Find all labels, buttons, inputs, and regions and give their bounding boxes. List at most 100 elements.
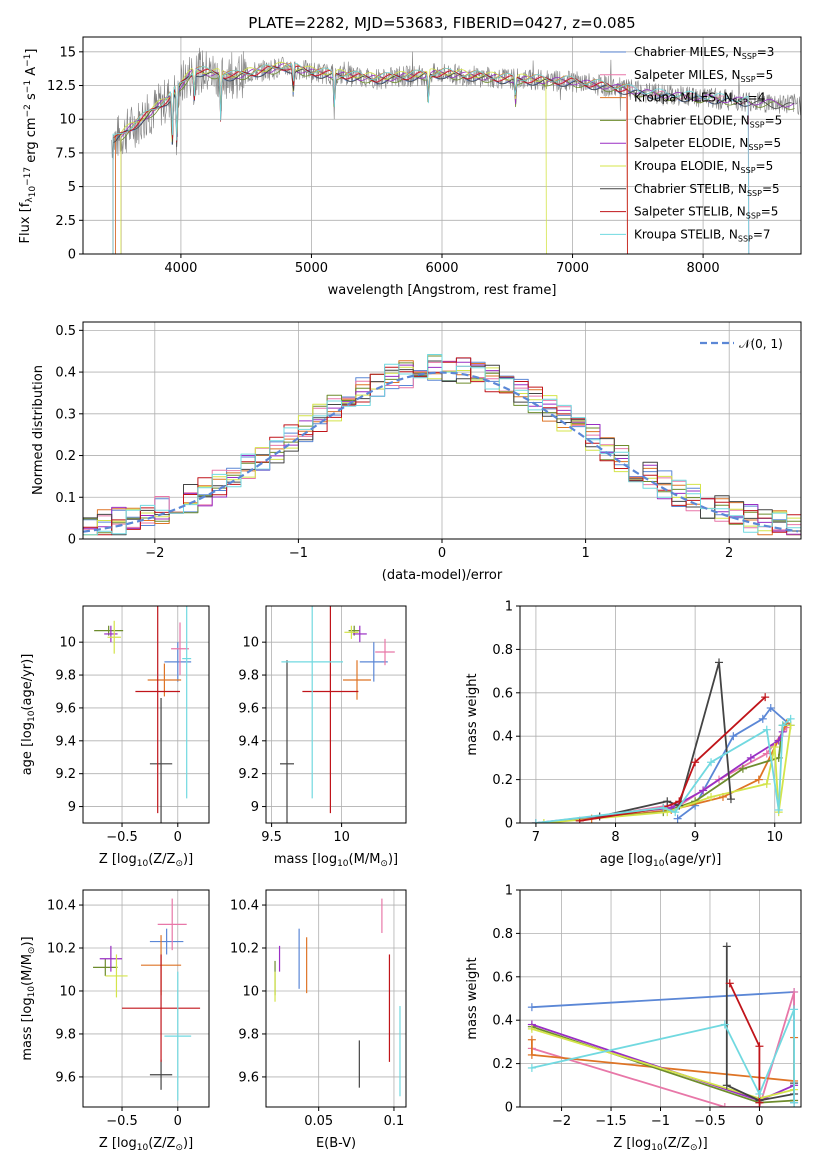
normal-distribution-curve bbox=[83, 371, 799, 533]
legend-entry: Kroupa ELODIE, NSSP=5 bbox=[634, 159, 773, 175]
model-spectrum-chabrier-stelib bbox=[112, 66, 795, 254]
y-tick-label: 9.8 bbox=[55, 1027, 76, 1042]
y-tick-label: 0.3 bbox=[55, 407, 76, 422]
x-tick-label: 6000 bbox=[425, 261, 458, 276]
errorbar-point bbox=[182, 606, 192, 799]
label-part: (M/M bbox=[349, 852, 381, 867]
data-point-marker bbox=[720, 1020, 729, 1029]
x-tick-label: 7 bbox=[532, 830, 540, 845]
y-tick-label: 1 bbox=[505, 600, 513, 615]
x-tick-label: −2 bbox=[145, 546, 164, 561]
errorbar-point bbox=[344, 625, 359, 639]
label-part: 10 bbox=[28, 186, 38, 198]
x-tick-label: 1 bbox=[581, 546, 589, 561]
x-axis-label-text: Z [log10(Z/Z⊙)] bbox=[613, 1136, 707, 1153]
data-point-marker bbox=[527, 1024, 536, 1033]
residuals-plot bbox=[83, 322, 801, 539]
legend-label: Kroupa ELODIE, N bbox=[634, 159, 741, 173]
y-tick-label: 7.5 bbox=[55, 146, 76, 161]
y-tick-label: 10 bbox=[242, 984, 259, 999]
label-part: −2 bbox=[23, 104, 33, 117]
label-part: 10 bbox=[651, 1143, 663, 1153]
legend-sub: SSP bbox=[733, 98, 748, 107]
data-point-marker bbox=[738, 764, 747, 773]
spectrum-frame bbox=[82, 36, 802, 255]
y-tick-label: 10.2 bbox=[230, 942, 259, 957]
errorbar-point bbox=[107, 620, 121, 654]
legend-entry: Chabrier MILES, NSSP=3 bbox=[634, 45, 774, 61]
data-point-marker bbox=[770, 743, 779, 752]
spectrum-plot bbox=[83, 37, 801, 254]
mass_vs_Z-frame bbox=[82, 889, 210, 1108]
y-tick-label: 9.8 bbox=[55, 669, 76, 684]
y-tick-label: 9.8 bbox=[238, 669, 259, 684]
age_vs_Z-frame bbox=[82, 605, 210, 824]
y-tick-label: 9 bbox=[68, 800, 76, 815]
y-tick-label: 10.2 bbox=[47, 942, 76, 957]
data-point-marker bbox=[761, 693, 770, 702]
label-part: 10 bbox=[137, 1143, 149, 1153]
age_vs_Z-plot bbox=[83, 606, 209, 823]
data-point-marker bbox=[527, 1063, 536, 1072]
data-point-marker bbox=[774, 805, 783, 814]
data-point-marker bbox=[762, 725, 771, 734]
data-point-marker bbox=[531, 819, 540, 823]
y-tick-label: 0.4 bbox=[492, 730, 513, 745]
data-point-marker bbox=[699, 786, 708, 795]
y-tick-label: 0.4 bbox=[55, 366, 76, 381]
y-tick-label: 0.2 bbox=[55, 449, 76, 464]
label-part: s bbox=[24, 93, 39, 104]
legend-sub: SSP bbox=[742, 52, 757, 61]
data-point-marker bbox=[527, 1050, 536, 1059]
series-line-chabrier-miles bbox=[677, 707, 792, 820]
y-axis-label: mass [log10(M/M⊙)] bbox=[20, 936, 37, 1060]
x-axis-label: (data-model)/error bbox=[382, 568, 503, 583]
x-tick-label: −0.5 bbox=[106, 1114, 138, 1129]
label-part: ⊙ bbox=[690, 1143, 698, 1153]
errorbar-point bbox=[359, 642, 388, 682]
chart-title: PLATE=2282, MJD=53683, FIBERID=0427, z=0… bbox=[248, 14, 635, 32]
label-part: Flux [f bbox=[18, 202, 33, 243]
mass_vs_ebv-axes: 0.05 0.1 9.6 9.8 10 10.2 10.4 E(B-V) bbox=[230, 889, 407, 1151]
x-tick-label: 2 bbox=[725, 546, 733, 561]
y-tick-label: 10 bbox=[59, 113, 76, 128]
x-axis-label: wavelength [Angstrom, rest frame] bbox=[328, 283, 557, 298]
x-tick-label: 7000 bbox=[556, 261, 589, 276]
legend-sub: SSP bbox=[746, 212, 761, 221]
label-part: age [log bbox=[600, 852, 653, 867]
x-tick-label: 5000 bbox=[295, 261, 328, 276]
legend-entry: Salpeter ELODIE, NSSP=5 bbox=[634, 136, 781, 152]
x-tick-label: 0.1 bbox=[384, 1114, 405, 1129]
label-part: )] bbox=[388, 852, 398, 867]
label-part: −1 bbox=[23, 80, 33, 93]
series-line-kroupa-stelib bbox=[535, 718, 792, 823]
data-point-marker bbox=[691, 758, 700, 767]
legend-entry: Chabrier STELIB, NSSP=5 bbox=[634, 182, 780, 198]
x-tick-label: 10 bbox=[766, 830, 783, 845]
errorbar-point bbox=[104, 625, 118, 643]
x-tick-label: −2 bbox=[552, 1114, 571, 1129]
data-point-marker bbox=[720, 1103, 729, 1107]
x-axis-label: mass [log10(M/M⊙)] bbox=[274, 852, 398, 869]
data-point-marker bbox=[729, 732, 738, 741]
x-axis-label-text: Z [log10(Z/Z⊙)] bbox=[99, 1136, 193, 1153]
label-part: ⊙ bbox=[27, 947, 37, 955]
data-point-marker bbox=[790, 987, 799, 996]
label-part: (age/yr)] bbox=[664, 852, 721, 867]
data-point-marker bbox=[707, 758, 716, 767]
legend-value: =5 bbox=[761, 205, 779, 219]
x-axis-label: Z [log10(Z/Z⊙)] bbox=[99, 1136, 193, 1153]
y-tick-label: 9.2 bbox=[238, 767, 259, 782]
label-part: (age/yr)] bbox=[20, 654, 35, 711]
legend-value: =4 bbox=[748, 91, 766, 105]
x-axis-label: E(B-V) bbox=[316, 1136, 356, 1151]
y-tick-label: 0.2 bbox=[492, 1057, 513, 1072]
data-point-marker bbox=[725, 979, 734, 988]
x-tick-label: −1 bbox=[289, 546, 308, 561]
y-tick-label: 1 bbox=[505, 884, 513, 899]
y-tick-label: 0.4 bbox=[492, 1014, 513, 1029]
mass_vs_ebv-plot bbox=[266, 890, 406, 1107]
label-part: ] bbox=[24, 49, 39, 54]
